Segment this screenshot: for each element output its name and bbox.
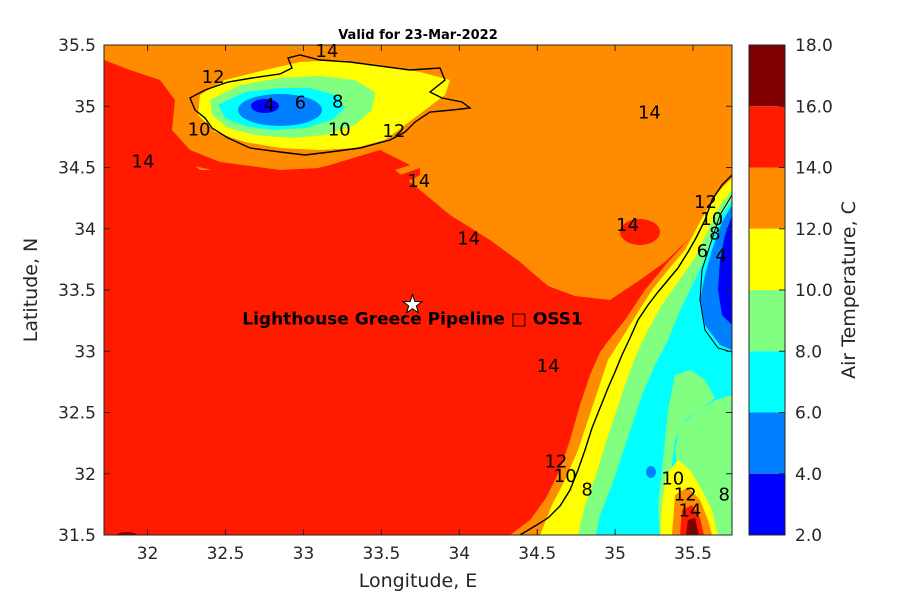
y-tick-label: 33.5 (58, 281, 96, 301)
colorbar-band (749, 167, 785, 229)
x-axis-label: Longitude, E (359, 570, 478, 592)
colorbar-tick-label: 6.0 (795, 404, 822, 424)
colorbar-tick-label: 4.0 (795, 465, 822, 485)
x-tick-label: 34.5 (518, 544, 556, 564)
contour-label: 12 (544, 452, 567, 473)
levant-coastline-inner (699, 194, 732, 353)
y-tick-label: 33 (74, 342, 96, 362)
contour-label: 6 (295, 93, 306, 114)
site-label: Lighthouse Greece Pipeline □ OSS1 (242, 310, 583, 330)
colorbar-band (749, 473, 785, 535)
colorbar-band (749, 228, 785, 290)
y-tick-label: 31.5 (58, 526, 96, 546)
contour-label: 14 (407, 171, 430, 192)
y-axis-ticks: 35.5 35 34.5 34 33.5 33 32.5 32 31.5 (58, 36, 732, 546)
y-tick-label: 35 (74, 97, 96, 117)
contour-label: 14 (616, 215, 639, 236)
colorbar-tick-label: 8.0 (795, 342, 822, 362)
map-title: Valid for 23-Mar-2022 (338, 28, 498, 43)
contour-label: 12 (382, 121, 405, 142)
contour-label: 14 (638, 102, 661, 123)
contour-label: 8 (332, 91, 343, 112)
contour-label: 14 (132, 151, 155, 172)
contour-label: 14 (678, 501, 701, 522)
band-4-6-pocket (646, 466, 656, 478)
x-tick-label: 35.5 (674, 544, 712, 564)
band-16-18-southwest (116, 532, 138, 535)
colorbar-tick-label: 18.0 (795, 36, 833, 56)
contour-label: 4 (263, 95, 274, 116)
x-tick-label: 32.5 (207, 544, 245, 564)
contour-label: 14 (315, 41, 338, 62)
y-tick-label: 35.5 (58, 36, 96, 56)
y-tick-label: 32.5 (58, 404, 96, 424)
x-tick-label: 33.5 (362, 544, 400, 564)
x-axis-ticks: 32 32.5 33 33.5 34 34.5 35 35.5 (137, 45, 712, 564)
y-tick-label: 34.5 (58, 159, 96, 179)
colorbar-tick-label: 16.0 (795, 97, 833, 117)
x-tick-label: 32 (137, 544, 159, 564)
colorbar-tick-label: 12.0 (795, 220, 833, 240)
star-icon (401, 293, 424, 315)
contour-label: 10 (188, 120, 211, 141)
colorbar-band (749, 290, 785, 352)
band-16-18-south (686, 518, 699, 535)
contour-label: 12 (694, 192, 717, 213)
contour-label: 8 (718, 485, 729, 506)
contour-label: 12 (202, 67, 225, 88)
band-6-8-east (596, 200, 732, 535)
warm-pocket-14 (620, 219, 660, 245)
contour-fill-layer (104, 45, 732, 535)
contour-label: 8 (581, 480, 592, 501)
band-4-6-cyprus (238, 94, 322, 126)
contour-label: 6 (697, 241, 708, 262)
y-tick-label: 34 (74, 220, 96, 240)
contour-label: 10 (661, 469, 684, 490)
colorbar-tick-label: 10.0 (795, 281, 833, 301)
contour-label: 10 (328, 120, 351, 141)
band-14-16-cyprus-rim (104, 60, 420, 196)
contour-label: 4 (715, 246, 726, 267)
y-tick-label: 32 (74, 465, 96, 485)
y-axis-label: Latitude, N (20, 238, 42, 343)
colorbar-band (749, 351, 785, 413)
colorbar (749, 45, 785, 535)
band-2-4-east (718, 215, 732, 325)
contour-label: 10 (554, 466, 577, 487)
levant-coastline (519, 174, 732, 535)
x-tick-label: 35 (604, 544, 626, 564)
colorbar-tick-label: 14.0 (795, 159, 833, 179)
contour-label: 14 (457, 229, 480, 250)
contour-label: 12 (674, 485, 697, 506)
colorbar-band (749, 45, 785, 107)
colorbar-label: Air Temperature, C (838, 201, 860, 379)
band-8-10-east (578, 190, 732, 535)
band-2-4-cyprus (251, 99, 279, 113)
contour-label: 14 (537, 356, 560, 377)
contour-label: 8 (709, 224, 720, 245)
colorbar-band (749, 412, 785, 474)
colorbar-tick-label: 2.0 (795, 526, 822, 546)
colorbar-band (749, 106, 785, 168)
x-tick-label: 34 (448, 544, 470, 564)
contour-label: 10 (700, 209, 723, 230)
cyprus-coastline (189, 54, 472, 156)
colorbar-ticks: 18.0 16.0 14.0 12.0 10.0 8.0 6.0 4.0 2.0 (779, 36, 833, 546)
x-tick-label: 33 (293, 544, 315, 564)
site-marker: Lighthouse Greece Pipeline □ OSS1 (242, 293, 583, 330)
